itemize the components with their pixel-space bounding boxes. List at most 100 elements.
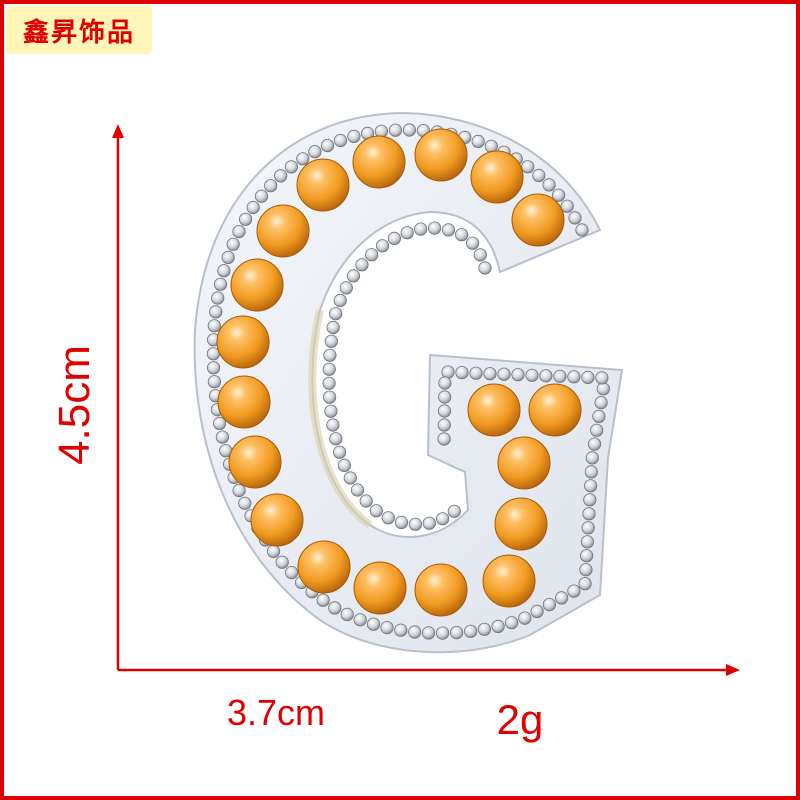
rhinestone [414, 222, 428, 236]
rhinestone [323, 348, 337, 362]
rhinestone [575, 223, 589, 237]
orange-pearl [482, 554, 536, 608]
orange-pearl [467, 383, 521, 437]
orange-pearl [297, 540, 351, 594]
rhinestone [594, 395, 608, 410]
rhinestone [366, 617, 381, 631]
rhinestone [296, 152, 310, 166]
rhinestone [320, 139, 335, 153]
rhinestone [316, 593, 330, 607]
rhinestone [447, 504, 461, 518]
rhinestone [491, 619, 505, 634]
rhinestone [211, 291, 225, 305]
rhinestone [408, 517, 422, 531]
rhinestone [542, 597, 557, 612]
orange-pearl [414, 128, 468, 182]
rhinestone [497, 367, 511, 381]
rhinestone [284, 160, 298, 174]
rhinestone [340, 607, 354, 622]
rhinestone [473, 248, 487, 262]
rhinestone [213, 416, 227, 430]
rhinestone [595, 371, 609, 385]
rhinestone [583, 493, 597, 507]
rhinestone [583, 479, 598, 493]
brand-name: 鑫昇饰品 [22, 17, 135, 48]
rhinestone [365, 248, 379, 262]
rhinestone [441, 223, 456, 237]
rhinestone [394, 515, 409, 530]
rhinestone [582, 507, 596, 521]
rhinestone [592, 409, 606, 423]
rhinestone [394, 623, 408, 637]
rhinestone [375, 239, 390, 253]
rhinestone [521, 160, 535, 174]
rhinestone [308, 145, 322, 159]
rhinestone [504, 616, 519, 630]
rhinestone [437, 418, 451, 432]
rhinestone [578, 577, 592, 591]
rhinestone [217, 264, 231, 278]
orange-pearl [250, 493, 304, 547]
rhinestone [274, 169, 288, 183]
rhinestone [238, 496, 252, 510]
rhinestone [596, 382, 610, 396]
rhinestone [455, 365, 469, 380]
rhinestone [560, 199, 574, 213]
orange-pearl [470, 150, 524, 204]
rhinestone [388, 123, 402, 137]
rhinestone [438, 376, 452, 390]
orange-pearl [296, 158, 350, 212]
rhinestone [471, 134, 485, 148]
rhinestone [337, 458, 351, 472]
rhinestone [326, 320, 340, 335]
rhinestone [359, 494, 373, 508]
rhinestone [275, 555, 289, 569]
rhinestone [542, 178, 556, 192]
rhinestone [209, 305, 223, 319]
rhinestone [590, 423, 604, 437]
rhinestone [465, 236, 480, 250]
rhinestone [530, 604, 544, 619]
rhinestone [215, 430, 229, 444]
rhinestone [333, 133, 348, 148]
rhinestone [568, 211, 582, 225]
orange-pearl [228, 435, 282, 489]
rhinestone [478, 261, 492, 275]
rhinestone [567, 584, 581, 598]
rhinestone [347, 129, 361, 143]
rhinestone [381, 511, 395, 525]
width-arrow-head [726, 664, 740, 676]
rhinestone [343, 471, 357, 485]
rhinestone [438, 390, 452, 404]
rhinestone [584, 465, 598, 479]
orange-pearl [511, 193, 565, 247]
rhinestone [539, 369, 553, 383]
rhinestone [551, 188, 566, 202]
rhinestone [580, 535, 595, 549]
rhinestone [207, 375, 221, 389]
width-label: 3.7cm [226, 692, 326, 733]
rhinestone [239, 212, 253, 226]
rhinestone [329, 307, 343, 321]
rhinestone [587, 437, 602, 451]
rhinestone [284, 565, 299, 580]
rhinestone [567, 370, 581, 384]
rhinestone [254, 189, 269, 203]
rhinestone [579, 563, 593, 577]
orange-pearl [217, 375, 271, 429]
rhinestone [553, 369, 567, 383]
orange-pearl [528, 383, 582, 437]
height-label: 4.5cm [50, 345, 99, 465]
pearl-row [216, 128, 582, 617]
rhinestone [328, 601, 342, 615]
rhinestone [324, 334, 338, 348]
rhinestone [441, 365, 455, 379]
rhinestone [264, 179, 278, 193]
weight-label: 2g [496, 696, 544, 743]
rhinestone [408, 625, 422, 639]
rhinestone [322, 390, 337, 404]
rhinestone [387, 231, 401, 245]
rhinestone [469, 366, 483, 380]
rhinestone [581, 521, 595, 535]
